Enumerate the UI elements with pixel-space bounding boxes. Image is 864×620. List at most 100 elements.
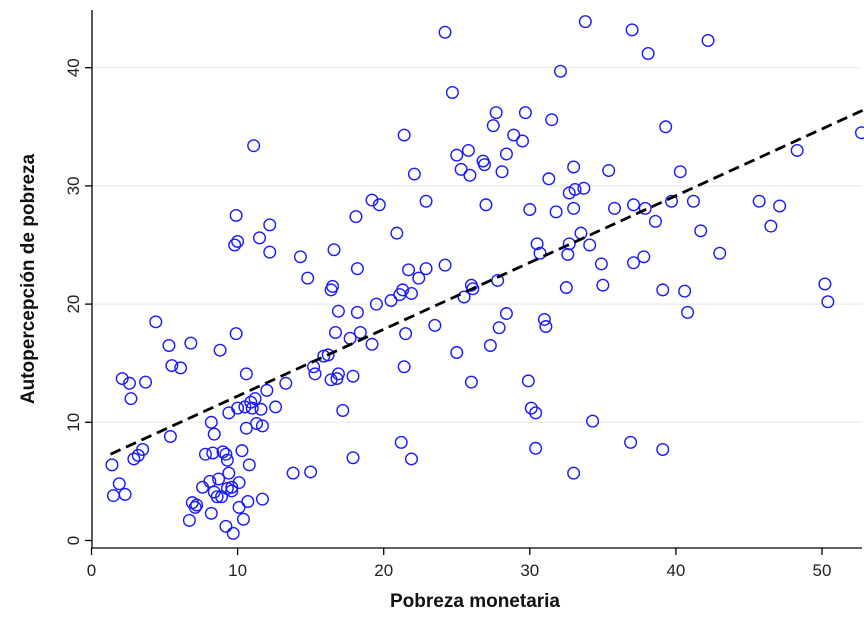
data-point	[624, 435, 638, 449]
data-point	[529, 441, 543, 455]
data-point	[567, 160, 581, 174]
data-point	[450, 346, 464, 360]
data-point	[454, 162, 468, 176]
data-point	[577, 181, 591, 195]
y-tick-label-10: 10	[64, 413, 83, 432]
data-point	[764, 219, 778, 233]
data-point	[149, 315, 163, 329]
data-point	[583, 238, 597, 252]
data-point	[301, 271, 315, 285]
data-point	[638, 201, 652, 215]
data-point	[293, 250, 307, 264]
data-points	[105, 15, 864, 540]
data-point	[561, 247, 575, 261]
data-point	[346, 451, 360, 465]
data-point	[304, 465, 318, 479]
data-point	[204, 506, 218, 520]
data-point	[445, 86, 459, 100]
data-point	[241, 494, 255, 508]
data-point	[656, 283, 670, 297]
data-point	[244, 395, 258, 409]
data-point	[694, 224, 708, 238]
data-point	[365, 193, 379, 207]
axes: 0 10 20 30 40 50 0 10 20 30 40	[64, 10, 862, 580]
data-point	[466, 282, 480, 296]
data-point	[136, 442, 150, 456]
data-point	[397, 360, 411, 374]
data-point	[404, 452, 418, 466]
data-point	[231, 401, 245, 415]
data-point	[489, 106, 503, 120]
data-point	[419, 194, 433, 208]
fit-line-group	[109, 108, 864, 456]
data-point	[190, 498, 204, 512]
data-point	[222, 466, 236, 480]
data-point	[530, 237, 544, 251]
data-point	[568, 182, 582, 196]
data-point	[231, 234, 245, 248]
data-point	[713, 246, 727, 260]
data-point	[665, 194, 679, 208]
data-point	[124, 392, 138, 406]
data-point	[523, 203, 537, 217]
data-point	[701, 34, 715, 48]
data-point	[678, 284, 692, 298]
data-point	[232, 500, 246, 514]
data-point	[821, 295, 835, 309]
x-tick-label-0: 0	[87, 561, 96, 580]
data-point	[122, 376, 136, 390]
data-point	[308, 367, 322, 381]
data-point	[545, 113, 559, 127]
y-tick-label-20: 20	[64, 295, 83, 314]
data-point	[188, 500, 202, 514]
data-point	[222, 406, 236, 420]
data-point	[412, 271, 426, 285]
data-point	[248, 392, 262, 406]
data-point	[210, 490, 224, 504]
data-point	[228, 238, 242, 252]
data-point	[226, 526, 240, 540]
data-point	[521, 374, 535, 388]
x-axis-title: Pobreza monetaria	[390, 591, 560, 612]
data-point	[242, 458, 256, 472]
data-point	[372, 198, 386, 212]
data-point	[627, 198, 641, 212]
data-point	[428, 318, 442, 332]
data-point	[196, 480, 210, 494]
data-point	[608, 201, 622, 215]
data-point	[567, 466, 581, 480]
data-point	[260, 383, 274, 397]
data-point	[127, 452, 141, 466]
data-point	[438, 25, 452, 39]
data-point	[255, 419, 269, 433]
data-point	[673, 165, 687, 179]
data-point	[499, 147, 513, 161]
data-point	[492, 321, 506, 335]
data-point	[239, 367, 253, 381]
data-point	[773, 199, 787, 213]
y-tick-label-40: 40	[64, 58, 83, 77]
data-point	[207, 427, 221, 441]
y-tick-label-30: 30	[64, 176, 83, 195]
data-point	[524, 401, 538, 415]
data-point	[463, 168, 477, 182]
data-point	[326, 279, 340, 293]
data-point	[229, 208, 243, 222]
data-point	[397, 128, 411, 142]
data-point	[232, 476, 246, 490]
data-point	[596, 278, 610, 292]
data-point	[602, 164, 616, 178]
data-point	[515, 134, 529, 148]
data-point	[404, 286, 418, 300]
data-point	[627, 256, 641, 270]
data-point	[656, 442, 670, 456]
data-point	[818, 277, 832, 291]
data-point	[174, 361, 188, 375]
data-point	[328, 325, 342, 339]
data-point	[198, 447, 212, 461]
data-point	[350, 305, 364, 319]
data-point	[245, 401, 259, 415]
data-point	[349, 210, 363, 224]
data-point	[203, 474, 217, 488]
